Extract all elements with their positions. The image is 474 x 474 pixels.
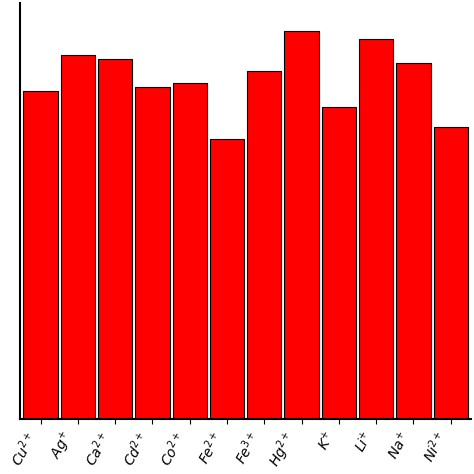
Bar	[173, 83, 207, 419]
Bar	[359, 39, 393, 419]
Bar	[434, 127, 468, 419]
Bar	[396, 63, 430, 419]
Bar	[210, 139, 244, 419]
Bar	[247, 71, 282, 419]
Bar	[98, 59, 132, 419]
Bar	[284, 31, 319, 419]
Bar	[135, 87, 170, 419]
Bar	[61, 55, 95, 419]
Bar	[322, 107, 356, 419]
Bar	[23, 91, 58, 419]
